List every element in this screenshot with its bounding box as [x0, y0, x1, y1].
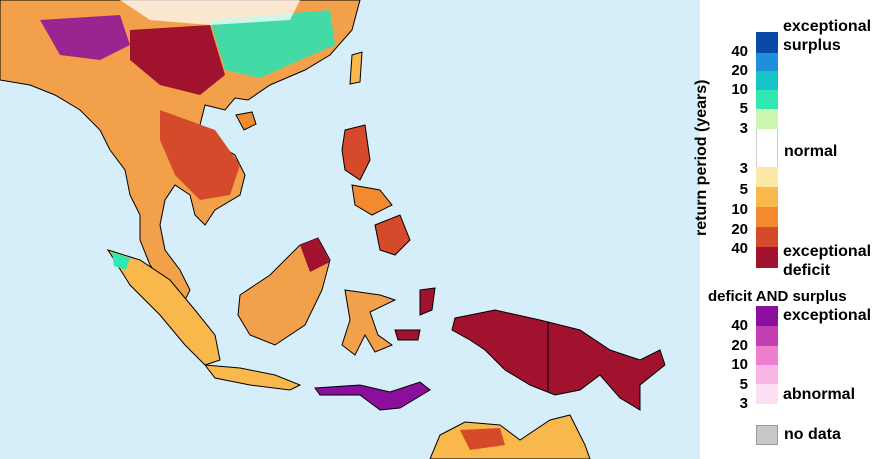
swatch-surplus-5 — [756, 90, 778, 109]
label-no-data: no data — [784, 426, 841, 443]
australia-deficit — [460, 428, 505, 450]
sulawesi-island — [341, 289, 397, 356]
tick-surplus-40: 40 — [731, 43, 748, 60]
hainan-island — [235, 111, 257, 131]
tick-deficit-40: 40 — [731, 240, 748, 257]
tick-surplus-5: 5 — [739, 100, 748, 117]
sumatra-island — [106, 249, 221, 366]
swatch-deficit-10 — [756, 207, 778, 227]
swatch-normal — [756, 129, 778, 167]
northern-australia — [429, 414, 591, 459]
swatch-deficit-40 — [756, 247, 778, 268]
mindanao-island — [374, 214, 411, 256]
swatch-surplus-20 — [756, 53, 778, 71]
map-panel[interactable] — [0, 0, 700, 459]
lesser-sunda-islands — [314, 381, 431, 411]
moluccas-islands — [394, 287, 436, 341]
sumatra-surplus — [112, 252, 130, 270]
swatch-combo-3 — [756, 384, 778, 404]
label-exceptional-deficit-2: deficit — [783, 262, 831, 279]
borneo-deficit — [300, 238, 330, 272]
tick-deficit-5: 5 — [739, 181, 748, 198]
tick-combo-5: 5 — [739, 376, 748, 393]
label-exceptional-surplus-1: exceptional — [783, 18, 872, 35]
tick-deficit-20: 20 — [731, 221, 748, 238]
label-exceptional-surplus-2: surplus — [783, 37, 841, 54]
label-exceptional-deficit-1: exceptional — [783, 243, 872, 260]
swatch-combo-40 — [756, 306, 778, 326]
laos-vietnam-deficit — [160, 110, 240, 200]
swatch-deficit-3 — [756, 167, 778, 187]
tick-combo-40: 40 — [731, 317, 748, 334]
swatch-combo-5 — [756, 365, 778, 384]
swatch-combo-10 — [756, 346, 778, 365]
tick-deficit-3: 3 — [739, 160, 748, 177]
tick-surplus-20: 20 — [731, 62, 748, 79]
swatch-deficit-20 — [756, 227, 778, 247]
luzon-island — [341, 124, 371, 181]
china-normal-patch — [120, 0, 300, 25]
borneo-island — [237, 237, 331, 346]
china-deficit-patch — [130, 25, 225, 95]
swatch-deficit-5 — [756, 187, 778, 207]
tick-combo-10: 10 — [731, 356, 748, 373]
taiwan-island — [349, 51, 363, 85]
tick-combo-20: 20 — [731, 337, 748, 354]
swatch-surplus-10 — [756, 71, 778, 90]
swatch-no-data — [756, 425, 778, 445]
new-guinea-island — [451, 309, 666, 411]
combo-legend-title: deficit AND surplus — [708, 288, 847, 305]
tick-surplus-3: 3 — [739, 120, 748, 137]
china-surplus-patch — [210, 10, 335, 78]
swatch-surplus-40 — [756, 32, 778, 53]
label-combo-abnormal: abnormal — [783, 386, 856, 403]
swatch-surplus-3 — [756, 109, 778, 129]
java-island — [203, 364, 302, 391]
map-canvas — [0, 0, 666, 459]
tick-combo-3: 3 — [739, 395, 748, 412]
myanmar-combo-patch — [40, 15, 130, 60]
visayas-islands — [351, 184, 393, 216]
swatch-combo-20 — [756, 326, 778, 346]
label-normal: normal — [784, 143, 838, 160]
label-combo-exceptional: exceptional — [783, 307, 872, 324]
tick-deficit-10: 10 — [731, 201, 748, 218]
tick-surplus-10: 10 — [731, 81, 748, 98]
